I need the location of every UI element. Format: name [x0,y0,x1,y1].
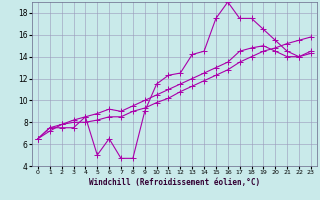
X-axis label: Windchill (Refroidissement éolien,°C): Windchill (Refroidissement éolien,°C) [89,178,260,187]
